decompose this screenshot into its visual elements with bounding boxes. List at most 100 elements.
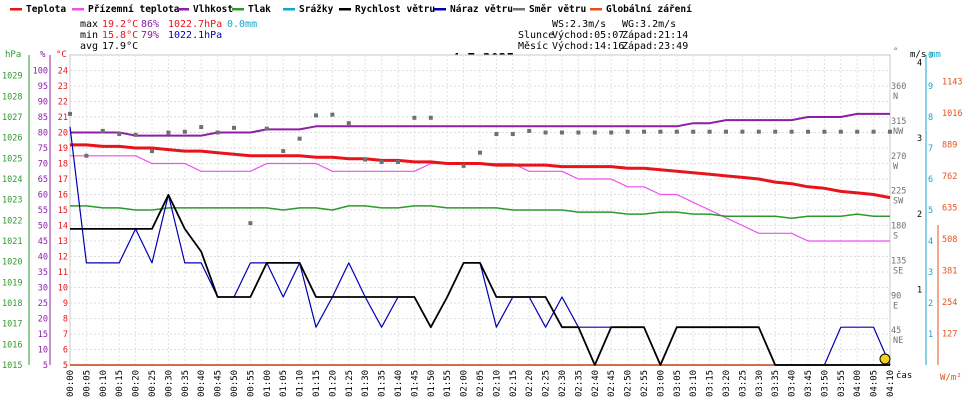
wind-direction-point	[822, 129, 827, 134]
x-tick-label: 00:30	[164, 370, 174, 397]
legend-label: Teplota	[26, 4, 66, 15]
pct-tick-label: 100	[33, 67, 48, 77]
x-tick-label: 01:00	[263, 370, 273, 397]
stats-max-temp: 19.2°C	[102, 19, 138, 30]
legend-label: Náraz větru	[450, 4, 513, 15]
wind-direction-point	[609, 130, 614, 135]
compass-label: E	[893, 301, 898, 311]
legend-swatch	[10, 8, 22, 11]
degc-tick-label: 23	[58, 82, 68, 92]
moon-set: Západ:23:49	[622, 40, 688, 52]
legend-label: Globální záření	[606, 4, 692, 15]
legend-swatch	[513, 8, 525, 11]
wind-speed-info: WS:2.3m/s	[552, 19, 606, 30]
wind-direction-point	[510, 132, 515, 137]
x-tick-label: 03:50	[820, 370, 830, 397]
x-tick-label: 02:05	[476, 370, 486, 397]
mm-axis-label: mm	[930, 50, 941, 60]
dir-tick-label: 90	[891, 291, 901, 301]
degc-tick-label: 13	[58, 237, 68, 247]
wind-direction-point	[642, 129, 646, 134]
x-tick-label: 02:00	[460, 370, 470, 397]
wind-direction-point	[281, 149, 286, 154]
wind-direction-point	[691, 129, 696, 134]
axes: hPa% °C1015101610171018101910201021102210…	[2, 47, 962, 383]
stats-max-label: max	[80, 19, 98, 30]
x-tick-label: 01:25	[345, 370, 355, 397]
wm2-tick-label: 508	[942, 235, 957, 245]
stats-min-temp: 15.8°C	[102, 30, 138, 41]
degc-tick-label: 6	[63, 346, 68, 356]
x-tick-label: 02:50	[624, 370, 634, 397]
pct-tick-label: 95	[38, 82, 48, 92]
wind-direction-point	[756, 129, 761, 134]
hpa-tick-label: 1021	[2, 237, 22, 247]
compass-label: W	[893, 162, 899, 172]
legend-swatch	[177, 8, 189, 11]
legend-label: Přízemní teplota	[88, 4, 180, 15]
legend-swatch	[590, 8, 602, 11]
legend-swatch	[232, 8, 244, 11]
stats-max-rain: 0.0mm	[227, 19, 257, 30]
x-tick-label: 00:00	[66, 370, 76, 397]
pct-tick-label: 65	[38, 175, 48, 185]
legend-label: Rychlost větru	[355, 4, 435, 15]
compass-label: S	[893, 232, 898, 242]
x-tick-label: 04:05	[870, 370, 880, 397]
wind-direction-point	[871, 129, 876, 134]
stats-block: max 19.2°C 86% 1022.7hPa 0.0mm min 15.8°…	[80, 19, 257, 52]
hpa-axis-label: hPa	[5, 50, 21, 60]
compass-label: SE	[893, 266, 903, 276]
degc-tick-label: 18	[58, 160, 68, 170]
degc-tick-label: 12	[58, 253, 68, 263]
x-tick-label: 02:25	[542, 370, 552, 397]
mm-tick-label: 4	[928, 237, 933, 247]
wind-direction-point	[232, 125, 236, 130]
pct-tick-label: 60	[38, 191, 48, 201]
pct-tick-label: 20	[38, 315, 48, 325]
degc-tick-label: 22	[58, 98, 68, 108]
wind-direction-point	[363, 157, 368, 162]
wind-direction-point	[674, 129, 679, 134]
degc-tick-label: 20	[58, 129, 68, 139]
x-tick-label: 01:05	[279, 370, 289, 397]
series-line-rychlost-větru	[70, 193, 890, 366]
moon-label: Měsíc	[518, 40, 548, 52]
wind-direction-point	[576, 130, 581, 135]
x-tick-label: 01:55	[443, 370, 453, 397]
x-tick-label: 00:40	[197, 370, 207, 397]
degc-tick-label: 19	[58, 144, 68, 154]
x-tick-label: 03:25	[738, 370, 748, 397]
hpa-tick-label: 1022	[2, 216, 22, 226]
legend-swatch	[339, 8, 351, 11]
x-tick-label: 02:15	[509, 370, 519, 397]
wind-direction-point	[117, 132, 122, 137]
wm2-axis-label: W/m²	[940, 373, 962, 383]
wind-direction-point	[199, 125, 204, 130]
x-tick-label: 01:30	[361, 370, 371, 397]
x-tick-label: 03:20	[722, 370, 732, 397]
x-tick-label: 01:20	[328, 370, 338, 397]
stats-max-press: 1022.7hPa	[168, 19, 222, 30]
hpa-tick-label: 1025	[2, 154, 22, 164]
moon-rise: Východ:14:16	[552, 40, 624, 52]
dir-tick-label: 315	[891, 117, 906, 127]
wm2-tick-label: 127	[942, 330, 957, 340]
wind-direction-point	[133, 132, 138, 137]
stats-avg-label: avg	[80, 41, 98, 52]
legend-label: Směr větru	[529, 4, 586, 15]
x-tick-label: 03:15	[706, 370, 716, 397]
hpa-tick-label: 1026	[2, 134, 22, 144]
mm-tick-label: 8	[928, 113, 933, 123]
pct-tick-label: 15	[38, 330, 48, 340]
degc-tick-label: 14	[58, 222, 68, 232]
sun-set: Západ:21:14	[622, 29, 688, 41]
x-tick-label: 03:00	[656, 370, 666, 397]
wind-direction-point	[182, 129, 187, 134]
x-tick-label: 04:00	[853, 370, 863, 397]
ms-tick-label: 2	[917, 210, 922, 220]
wind-direction-point	[412, 115, 417, 120]
wind-gust-info: WG:3.2m/s	[622, 19, 676, 30]
pct-tick-label: 55	[38, 206, 48, 216]
